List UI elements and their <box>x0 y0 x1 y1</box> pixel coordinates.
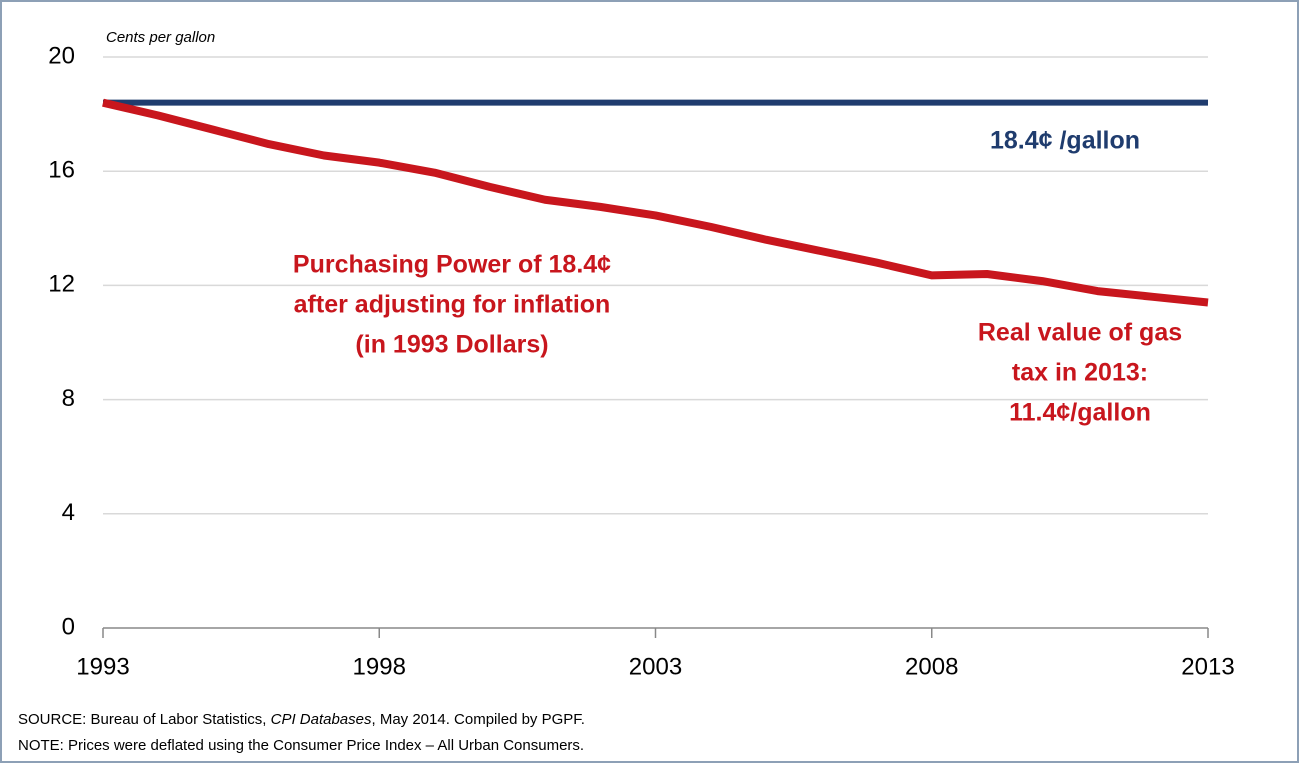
annotation: 11.4¢/gallon <box>1009 399 1151 427</box>
series-label: (in 1993 Dollars) <box>355 331 548 359</box>
series-line <box>102 98 1209 307</box>
y-axis-label: Cents per gallon <box>106 29 215 46</box>
annotation: tax in 2013: <box>1012 359 1148 387</box>
source-part: CPI Databases <box>271 711 372 728</box>
series-label: Purchasing Power of 18.4¢ <box>293 251 611 279</box>
x-tick-label: 1998 <box>353 653 406 680</box>
series-label: after adjusting for inflation <box>294 291 611 319</box>
y-tick-label: 8 <box>62 385 75 412</box>
y-tick-label: 20 <box>48 42 75 69</box>
source-part: SOURCE: Bureau of Labor Statistics, <box>18 711 271 728</box>
x-tick-label: 2008 <box>905 653 958 680</box>
annotation: Real value of gas <box>978 319 1182 347</box>
series-label: 18.4¢ /gallon <box>990 127 1140 155</box>
x-tick-label: 1993 <box>76 653 129 680</box>
x-tick-label: 2013 <box>1181 653 1234 680</box>
x-tick-label: 2003 <box>629 653 682 680</box>
y-tick-label: 4 <box>62 499 75 526</box>
y-tick-label: 16 <box>48 157 75 184</box>
source-part: , May 2014. Compiled by PGPF. <box>372 711 585 728</box>
y-tick-label: 12 <box>48 271 75 298</box>
y-tick-label: 0 <box>62 613 75 640</box>
source: SOURCE: Bureau of Labor Statistics, CPI … <box>18 711 585 728</box>
note: NOTE: Prices were deflated using the Con… <box>18 737 584 754</box>
